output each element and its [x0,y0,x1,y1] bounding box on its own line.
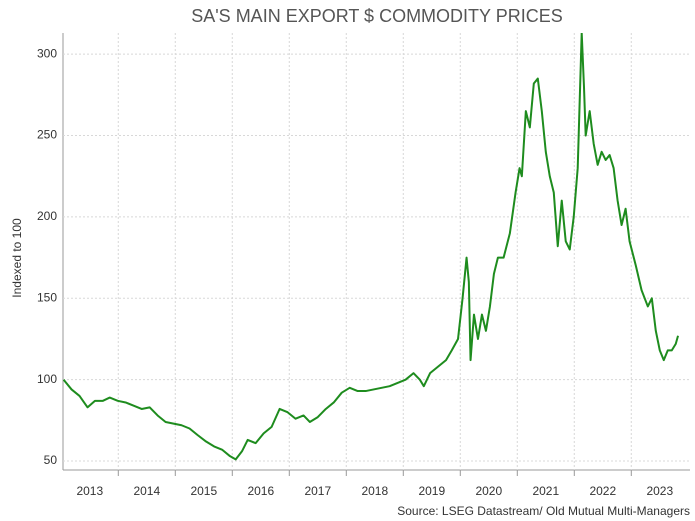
y-tick-label: 50 [44,453,58,467]
x-tick-label: 2016 [247,484,274,498]
y-tick-label: 100 [37,372,57,386]
source-note: Source: LSEG Datastream/ Old Mutual Mult… [397,504,690,518]
y-tick-label: 150 [37,290,57,304]
x-tick-label: 2022 [589,484,616,498]
x-tick-label: 2020 [475,484,502,498]
x-tick-label: 2013 [76,484,103,498]
x-tick-label: 2018 [361,484,388,498]
x-tick-label: 2014 [133,484,160,498]
x-tick-label: 2019 [418,484,445,498]
x-tick-label: 2023 [646,484,673,498]
x-tick-label: 2017 [304,484,331,498]
y-tick-label: 200 [37,209,57,223]
x-tick-label: 2021 [532,484,559,498]
y-tick-label: 250 [37,128,57,142]
chart-title: SA'S MAIN EXPORT $ COMMODITY PRICES [191,6,563,26]
y-tick-label: 300 [37,46,57,60]
x-tick-label: 2015 [190,484,217,498]
data-line [63,33,679,461]
y-axis-title: Indexed to 100 [10,218,24,298]
